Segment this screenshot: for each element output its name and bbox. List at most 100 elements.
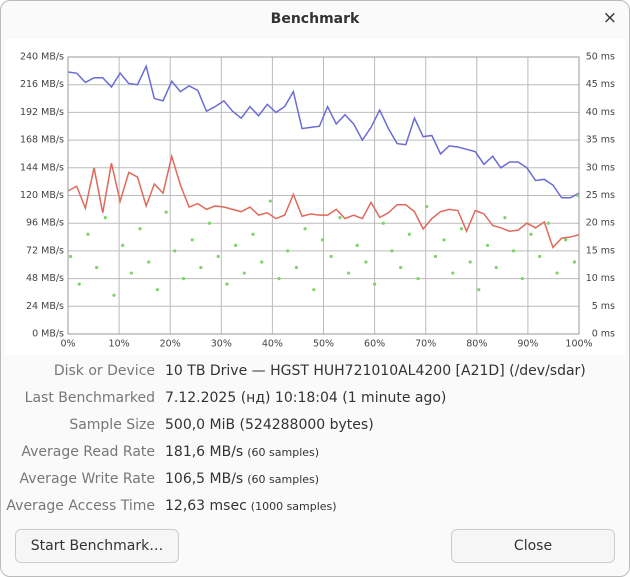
close-button[interactable]: Close xyxy=(451,529,615,563)
info-row: Disk or Device 10 TB Drive — HGST HUH7210… xyxy=(1,363,629,383)
y2-tick-label: 40 ms xyxy=(586,107,615,118)
y2-tick-label: 10 ms xyxy=(586,273,615,284)
y2-tick-label: 15 ms xyxy=(586,245,615,256)
access-time-point xyxy=(173,249,177,253)
access-time-point xyxy=(572,260,577,264)
access-time-point xyxy=(511,249,516,253)
access-time-point xyxy=(181,277,186,281)
access-time-point xyxy=(529,232,533,236)
info-value: 181,6 MB/s xyxy=(165,444,244,460)
access-time-point xyxy=(503,216,507,220)
x-tick-label: 90% xyxy=(517,339,538,350)
access-time-point xyxy=(260,260,264,264)
info-row: Average Write Rate 106,5 MB/s (60 samples) xyxy=(1,471,629,491)
rate-line xyxy=(67,153,580,249)
info-value-group: 106,5 MB/s (60 samples) xyxy=(165,471,319,487)
y2-tick-label: 20 ms xyxy=(586,218,615,229)
access-time-point xyxy=(407,232,411,236)
access-time-point xyxy=(164,210,168,214)
y-tick-label: 144 MB/s xyxy=(20,162,64,173)
info-value-group: 10 TB Drive — HGST HUH721010AL4200 [A21D… xyxy=(165,363,586,379)
access-time-point xyxy=(485,243,490,247)
dialog-title: Benchmark xyxy=(270,11,360,27)
access-time-point xyxy=(199,265,203,270)
access-time-point xyxy=(390,249,394,253)
access-time-point xyxy=(329,254,333,259)
x-tick-label: 50% xyxy=(313,339,334,350)
access-time-point xyxy=(155,288,160,292)
access-time-point xyxy=(364,260,368,264)
x-tick-label: 10% xyxy=(109,339,130,350)
access-time-point xyxy=(538,254,542,259)
info-value-group: 7.12.2025 (нд) 10:18:04 (1 minute ago) xyxy=(165,390,446,406)
info-label: Average Read Rate xyxy=(21,444,155,460)
info-value: 12,63 msec xyxy=(165,498,247,514)
y-tick-label: 96 MB/s xyxy=(26,218,64,229)
access-time-point xyxy=(459,227,464,231)
x-tick-label: 60% xyxy=(364,339,385,350)
access-time-point xyxy=(216,254,220,259)
info-value: 500,0 MiB (524288000 bytes) xyxy=(165,417,374,433)
access-time-point xyxy=(129,271,133,275)
access-time-point xyxy=(399,265,403,270)
y-tick-label: 48 MB/s xyxy=(26,273,64,284)
chart: 0 MB/s 24 MB/s 48 MB/s 72 MB/s 96 MB/s 120 MB… xyxy=(5,39,625,355)
access-time-point xyxy=(190,238,194,242)
y2-tick-label: 45 ms xyxy=(586,79,615,90)
access-time-point xyxy=(546,221,550,225)
access-time-point xyxy=(138,227,142,231)
access-time-point xyxy=(425,204,429,209)
access-time-point xyxy=(225,282,229,286)
access-time-point xyxy=(442,238,446,242)
x-tick-label: 20% xyxy=(160,339,181,350)
x-tick-label: 80% xyxy=(466,339,487,350)
start-benchmark-button[interactable]: Start Benchmark… xyxy=(15,529,179,563)
access-time-point xyxy=(373,282,377,286)
x-tick-label: 70% xyxy=(415,339,436,350)
y-tick-label: 72 MB/s xyxy=(26,245,64,256)
access-time-point xyxy=(86,232,90,236)
access-time-point xyxy=(68,254,73,259)
y-tick-label: 120 MB/s xyxy=(20,190,64,201)
access-time-point xyxy=(103,216,107,220)
access-time-point xyxy=(338,216,342,220)
info-label: Last Benchmarked xyxy=(24,390,155,406)
y-tick-label: 216 MB/s xyxy=(20,79,64,90)
access-time-point xyxy=(320,238,325,242)
access-time-point xyxy=(312,288,316,292)
access-time-point xyxy=(286,249,290,253)
info-label: Average Write Rate xyxy=(19,471,155,487)
access-time-point xyxy=(277,277,281,281)
info-row: Last Benchmarked 7.12.2025 (нд) 10:18:04 … xyxy=(1,390,629,410)
y-tick-label: 192 MB/s xyxy=(20,107,64,118)
info-note: (60 samples) xyxy=(247,473,320,486)
access-time-point xyxy=(303,227,307,231)
access-time-point xyxy=(268,199,272,203)
y2-tick-label: 35 ms xyxy=(586,135,615,146)
info-value: 106,5 MB/s xyxy=(165,471,244,487)
plot-border xyxy=(67,56,580,335)
x-tick-label: 100% xyxy=(565,339,592,350)
access-time-point xyxy=(234,243,238,247)
close-icon[interactable]: × xyxy=(602,8,617,28)
access-time-point xyxy=(346,271,351,275)
info-note: (1000 samples) xyxy=(250,500,337,513)
x-tick-label: 0% xyxy=(60,339,75,350)
y2-tick-label: 5 ms xyxy=(592,301,615,312)
info-row: Average Read Rate 181,6 MB/s (60 samples) xyxy=(1,444,629,464)
access-time-point xyxy=(77,282,81,286)
access-time-point xyxy=(147,260,151,264)
x-tick-label: 40% xyxy=(262,339,283,350)
access-time-point xyxy=(520,277,524,281)
access-time-point xyxy=(477,288,481,292)
access-time-point xyxy=(251,232,255,236)
info-value: 10 TB Drive — HGST HUH721010AL4200 [A21D… xyxy=(165,363,586,379)
info-note: (60 samples) xyxy=(247,446,320,459)
access-time-point xyxy=(121,243,125,247)
info-label: Disk or Device xyxy=(53,363,155,379)
access-time-point xyxy=(294,265,299,270)
access-time-point xyxy=(242,271,246,275)
info-row: Sample Size 500,0 MiB (524288000 bytes) xyxy=(1,417,629,437)
x-tick-label: 30% xyxy=(211,339,232,350)
y2-tick-label: 30 ms xyxy=(586,162,615,173)
